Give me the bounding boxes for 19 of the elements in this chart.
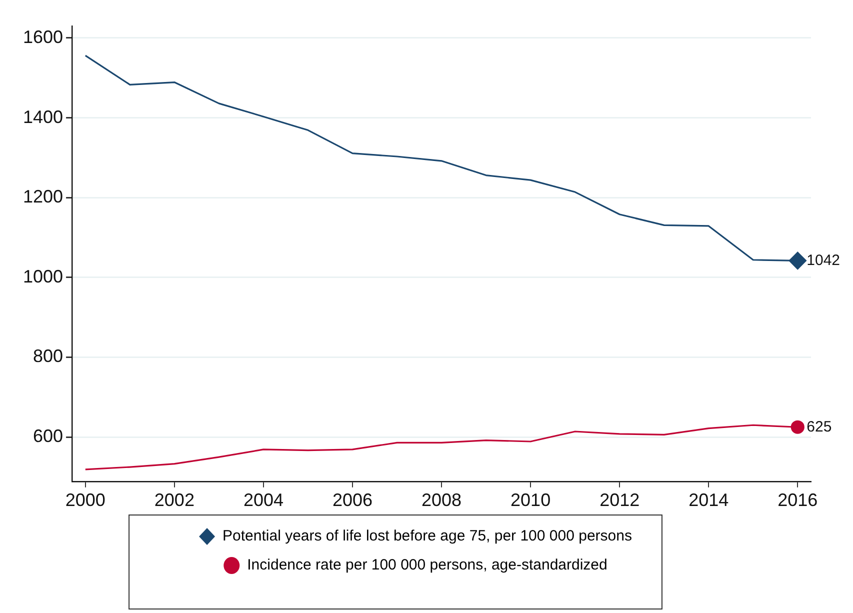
y-tick-label: 800	[32, 346, 64, 366]
x-tick-label: 2014	[688, 490, 729, 510]
x-tick-label: 2010	[510, 490, 551, 510]
x-tick-label: 2008	[422, 490, 462, 510]
x-tick-label: 2006	[332, 490, 373, 510]
y-tick-label: 600	[32, 426, 64, 446]
data-label: 1042	[806, 252, 840, 269]
x-tick-label: 2002	[154, 490, 194, 510]
y-tick-label: 1000	[22, 266, 64, 286]
x-tick-label: 2004	[243, 490, 284, 510]
y-tick-label: 1200	[22, 186, 64, 207]
legend-label: Potential years of life lost before age 75, per 100 000 persons	[222, 528, 632, 545]
data-label: 625	[806, 418, 832, 436]
y-tick-label: 1400	[22, 106, 64, 127]
legend-label: Incidence rate per 100 000 persons, age-standardized	[247, 556, 608, 574]
x-tick-label: 2000	[65, 490, 106, 510]
x-tick-label: 2012	[600, 490, 640, 510]
y-tick-label: 1600	[22, 26, 64, 47]
x-tick-label: 2016	[778, 490, 818, 510]
